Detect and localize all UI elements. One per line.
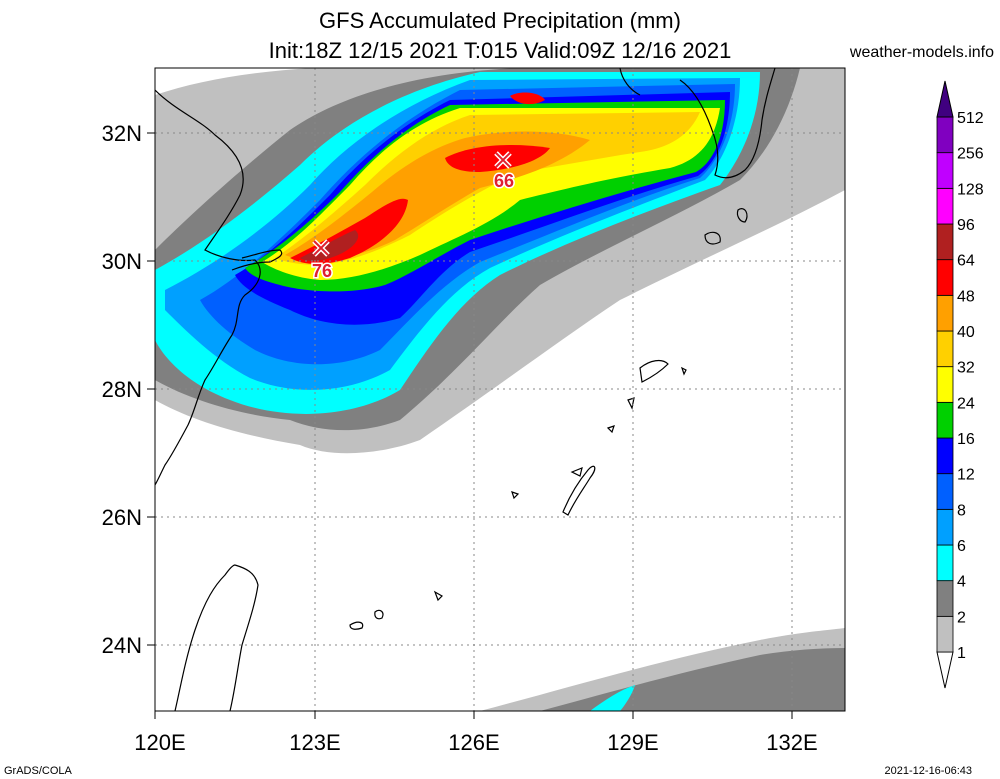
footer-source: GrADS/COLA <box>4 765 72 777</box>
lon-tick-label: 132E <box>766 730 817 755</box>
colorbar-label: 96 <box>957 217 975 234</box>
colorbar-label: 256 <box>957 146 984 163</box>
colorbar-swatch <box>936 152 954 189</box>
island-6 <box>511 491 520 500</box>
colorbar-swatch <box>936 294 954 332</box>
coastlines <box>155 68 776 711</box>
colorbar-swatch <box>936 544 954 582</box>
colorbar-label: 2 <box>957 609 966 626</box>
colorbar-label: 512 <box>957 110 984 127</box>
graticule <box>155 68 845 711</box>
maximum-marker-1: 76 <box>310 239 334 283</box>
lat-tick-label: 28N <box>102 377 142 402</box>
colorbar-label: 64 <box>957 253 975 270</box>
lon-tick-label: 120E <box>134 730 185 755</box>
kyushu-coast <box>679 68 776 179</box>
colorbar-swatch <box>936 116 954 154</box>
colorbar-label: 32 <box>957 360 975 377</box>
tick-marks <box>147 132 793 719</box>
map-subtitle: Init:18Z 12/15 2021 T:015 Valid:09Z 12/1… <box>268 38 732 63</box>
lon-tick-label: 123E <box>289 730 340 755</box>
colorbar-label: 8 <box>957 502 966 519</box>
colorbar-label: 40 <box>957 324 975 341</box>
island-7 <box>433 590 443 602</box>
sakishima-1 <box>349 621 364 630</box>
island-5 <box>570 467 583 477</box>
amami-island <box>639 359 669 383</box>
colorbar-swatch <box>936 401 954 439</box>
colorbar-high-triangle <box>936 80 954 118</box>
colorbar-swatch <box>936 473 954 510</box>
lon-tick-label: 129E <box>607 730 658 755</box>
colorbar-swatch <box>936 580 954 617</box>
colorbar-label: 128 <box>957 181 984 198</box>
lat-tick-label: 24N <box>102 633 142 658</box>
maximum-value-label: 66 <box>494 171 514 191</box>
maximum-marker-2: 66 <box>492 151 516 193</box>
maximum-value-label: 76 <box>312 261 332 281</box>
precipitation-field <box>155 68 845 711</box>
colorbar-swatch <box>936 330 954 368</box>
taiwan-coast <box>174 564 259 711</box>
island-8 <box>680 366 687 376</box>
island-2 <box>736 208 748 223</box>
colorbar-label: 16 <box>957 431 975 448</box>
precip-band-48mm-2 <box>445 145 550 172</box>
island-1 <box>704 231 721 245</box>
sakishima-2 <box>374 609 384 620</box>
colorbar-swatch <box>936 187 954 225</box>
precip-band-48mm-3 <box>510 92 545 105</box>
footer-timestamp: 2021-12-16-06:43 <box>884 765 972 777</box>
colorbar-low-triangle <box>936 651 954 689</box>
island-3 <box>627 397 635 410</box>
lat-tick-label: 30N <box>102 249 142 274</box>
colorbar-swatch <box>936 259 954 296</box>
korea-coast <box>619 68 641 96</box>
colorbar-label: 24 <box>957 395 975 412</box>
colorbar-swatch <box>936 223 954 261</box>
colorbar-label: 6 <box>957 538 966 555</box>
colorbar-label: 12 <box>957 467 975 484</box>
lon-tick-label: 126E <box>448 730 499 755</box>
map-title: GFS Accumulated Precipitation (mm) <box>319 8 681 33</box>
hangzhou-bay <box>231 249 283 271</box>
colorbar-swatch <box>936 508 954 546</box>
lat-tick-label: 26N <box>102 505 142 530</box>
precip-band-south-3 <box>590 685 635 711</box>
colorbar-label: 1 <box>957 645 966 662</box>
site-label: weather-models.info <box>849 44 994 61</box>
colorbar-swatch <box>936 437 954 475</box>
okinawa-island <box>562 465 596 516</box>
colorbar-swatch <box>936 366 954 403</box>
colorbar-label: 4 <box>957 574 966 591</box>
island-4 <box>606 425 615 434</box>
china-coast <box>155 89 261 486</box>
lat-tick-label: 32N <box>102 121 142 146</box>
colorbar-swatch <box>936 615 954 653</box>
colorbar-label: 48 <box>957 288 975 305</box>
